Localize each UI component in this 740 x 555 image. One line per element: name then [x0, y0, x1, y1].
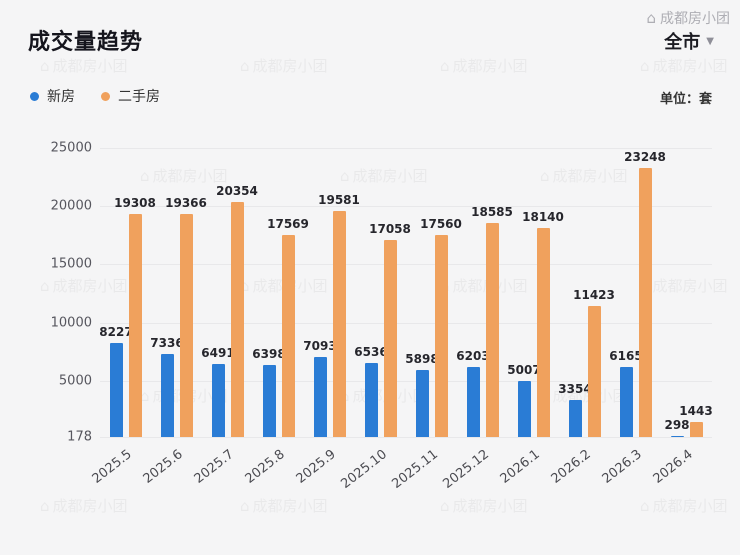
bar-value-label: 7093 — [303, 338, 337, 353]
bar-value-label: 298 — [664, 417, 690, 432]
bar-二手房-2025.8 — [281, 234, 295, 437]
bar-value-label: 20354 — [216, 184, 258, 199]
gridline — [100, 148, 712, 149]
bar-value-label: 18585 — [471, 204, 513, 219]
bar-新房-2025.6 — [160, 353, 174, 437]
bar-value-label: 19581 — [318, 193, 360, 208]
bar-新房-2026.1 — [517, 380, 531, 437]
brand-logo-text: 成都房小团 — [660, 11, 730, 27]
bar-value-label: 19308 — [114, 196, 156, 211]
bar-新房-2025.8 — [262, 364, 276, 437]
bar-chart: 25000 20000 15000 10000 5000 178 8227 19308 2025… — [0, 120, 740, 550]
y-axis-tick-label: 5000 — [58, 373, 92, 389]
bar-value-label: 1443 — [679, 404, 713, 419]
bar-value-label: 17569 — [267, 216, 309, 231]
house-icon: ⌂ — [640, 56, 650, 75]
bar-value-label: 8227 — [99, 325, 133, 340]
bar-value-label: 3354 — [558, 382, 592, 397]
bar-新房-2025.12 — [466, 366, 480, 437]
unit-label: 单位：套 — [659, 92, 712, 107]
watermark: ⌂成都房小团 — [40, 56, 128, 76]
house-icon: ⌂ — [440, 56, 450, 75]
bar-二手房-2026.3 — [638, 168, 652, 437]
region-selector[interactable]: 全市 ▼ — [664, 28, 714, 54]
bar-新房-2025.11 — [415, 370, 429, 437]
bar-value-label: 19366 — [165, 195, 207, 210]
bar-value-label: 6165 — [609, 349, 643, 364]
house-icon: ⌂ — [40, 56, 50, 75]
bar-二手房-2026.2 — [587, 306, 601, 437]
legend-item-resale-homes[interactable]: 二手房 — [101, 86, 160, 106]
legend-item-new-homes[interactable]: 新房 — [30, 86, 75, 106]
legend-label-new-homes: 新房 — [47, 89, 75, 105]
gridline — [100, 322, 712, 324]
plot-area: 25000 20000 15000 10000 5000 178 8227 19308 2025… — [51, 141, 713, 492]
bar-新房-2025.7 — [211, 363, 225, 437]
y-axis-tick-label: 15000 — [50, 256, 92, 272]
bar-value-label: 6491 — [201, 345, 235, 360]
bar-新房-2026.3 — [619, 367, 633, 437]
bar-新房-2025.9 — [313, 356, 327, 437]
house-icon: ⌂ — [646, 9, 656, 27]
bar-value-label: 17058 — [369, 222, 411, 237]
bar-value-label: 23248 — [624, 150, 666, 165]
gridline — [100, 264, 712, 266]
y-axis-tick-label: 178 — [67, 429, 92, 445]
bar-新房-2025.5 — [109, 343, 123, 437]
gridline — [100, 206, 712, 208]
legend-dot-resale-homes — [101, 91, 110, 101]
bar-value-label: 17560 — [420, 216, 462, 231]
y-axis-tick-label: 20000 — [50, 198, 92, 214]
bar-value-label: 5007 — [507, 362, 541, 377]
house-icon: ⌂ — [240, 56, 250, 75]
bar-二手房-2025.10 — [383, 240, 397, 437]
bar-二手房-2025.9 — [332, 211, 346, 437]
bar-二手房-2025.11 — [434, 234, 448, 437]
bar-新房-2025.10 — [364, 362, 378, 437]
watermark: ⌂成都房小团 — [240, 56, 328, 76]
bar-二手房-2025.7 — [230, 202, 244, 437]
watermark: ⌂成都房小团 — [440, 56, 528, 76]
bar-二手房-2025.12 — [485, 222, 499, 437]
bar-二手房-2026.1 — [536, 227, 550, 437]
y-axis-tick-label: 10000 — [50, 315, 92, 331]
bar-新房-2026.2 — [568, 400, 582, 437]
bar-二手房-2026.4 — [689, 422, 703, 437]
brand-logo: ⌂ 成都房小团 — [646, 8, 730, 28]
legend-label-resale-homes: 二手房 — [118, 89, 160, 105]
bar-value-label: 6398 — [252, 346, 286, 361]
y-axis-tick-label: 25000 — [50, 140, 92, 156]
legend-dot-new-homes — [30, 91, 39, 101]
bar-二手房-2025.5 — [128, 214, 142, 437]
page-title: 成交量趋势 — [28, 30, 144, 55]
bar-二手房-2025.6 — [179, 213, 193, 437]
bar-新房-2026.4 — [670, 435, 684, 437]
bar-value-label: 6536 — [354, 344, 388, 359]
gridline — [100, 380, 712, 382]
bar-value-label: 7336 — [150, 335, 184, 350]
bar-value-label: 11423 — [573, 288, 615, 303]
gridline — [100, 437, 712, 438]
bar-value-label: 18140 — [522, 209, 564, 224]
bar-value-label: 5898 — [405, 352, 439, 367]
watermark: ⌂成都房小团 — [640, 56, 728, 76]
bar-value-label: 6203 — [456, 348, 490, 363]
chevron-down-icon: ▼ — [706, 35, 714, 47]
region-selector-label: 全市 — [664, 32, 701, 53]
chart-legend: 新房 二手房 — [30, 86, 160, 106]
